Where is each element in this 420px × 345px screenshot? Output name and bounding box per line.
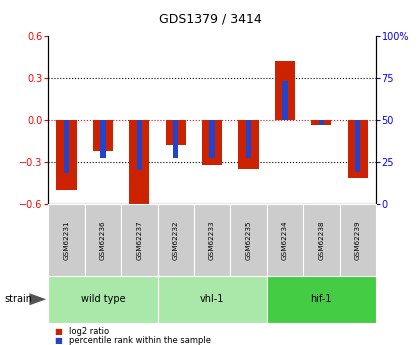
Text: hif-1: hif-1: [310, 294, 332, 304]
Text: GDS1379 / 3414: GDS1379 / 3414: [159, 12, 261, 25]
Text: GSM62235: GSM62235: [246, 220, 252, 259]
Text: GSM62232: GSM62232: [173, 220, 178, 259]
Bar: [129, 120, 150, 206]
Text: ■: ■: [55, 327, 63, 336]
Text: GSM62236: GSM62236: [100, 220, 106, 259]
Bar: [93, 120, 113, 150]
Polygon shape: [29, 293, 46, 305]
Bar: [202, 120, 222, 165]
Bar: [100, 120, 106, 158]
Bar: [136, 120, 142, 170]
Text: log2 ratio: log2 ratio: [69, 327, 110, 336]
Text: wild type: wild type: [81, 294, 125, 304]
Bar: [282, 81, 288, 120]
Text: vhl-1: vhl-1: [200, 294, 224, 304]
Bar: [64, 120, 69, 174]
Bar: [311, 120, 331, 126]
Bar: [239, 120, 259, 169]
Bar: [319, 120, 324, 125]
Bar: [355, 120, 360, 172]
Text: ■: ■: [55, 336, 63, 345]
Bar: [348, 120, 368, 178]
Bar: [173, 120, 178, 158]
Bar: [57, 120, 76, 190]
Bar: [275, 61, 295, 120]
Text: GSM62239: GSM62239: [355, 220, 361, 259]
Text: GSM62231: GSM62231: [63, 220, 69, 259]
Bar: [165, 120, 186, 145]
Text: strain: strain: [4, 294, 32, 304]
Bar: [210, 120, 215, 158]
Text: percentile rank within the sample: percentile rank within the sample: [69, 336, 211, 345]
Text: GSM62234: GSM62234: [282, 220, 288, 259]
Text: GSM62238: GSM62238: [318, 220, 324, 259]
Bar: [246, 120, 251, 158]
Text: GSM62233: GSM62233: [209, 220, 215, 259]
Text: GSM62237: GSM62237: [136, 220, 142, 259]
